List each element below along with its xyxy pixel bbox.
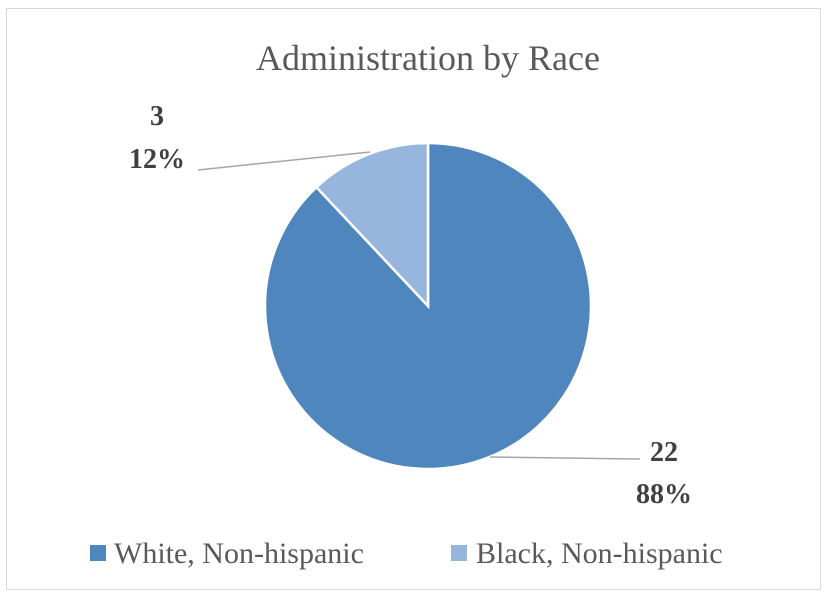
pie-slices <box>263 141 593 471</box>
leader-line-black-non-hispanic <box>197 151 371 171</box>
leader-line-white-non-hispanic <box>489 456 641 460</box>
legend-swatch-white-non-hispanic <box>90 545 106 561</box>
data-label-count-white-non-hispanic: 22 <box>650 437 678 468</box>
pie-slice-black-non-hispanic <box>314 141 430 310</box>
data-label-count-black-non-hispanic: 3 <box>150 101 164 132</box>
legend-label-black-non-hispanic: Black, Non-hispanic <box>476 537 723 570</box>
data-label-percent-white-non-hispanic: 88% <box>636 479 692 510</box>
data-label-percent-black-non-hispanic: 12% <box>129 144 185 175</box>
legend-swatch-black-non-hispanic <box>451 545 467 561</box>
legend-label-white-non-hispanic: White, Non-hispanic <box>114 537 364 570</box>
chart-title: Administration by Race <box>256 38 600 78</box>
